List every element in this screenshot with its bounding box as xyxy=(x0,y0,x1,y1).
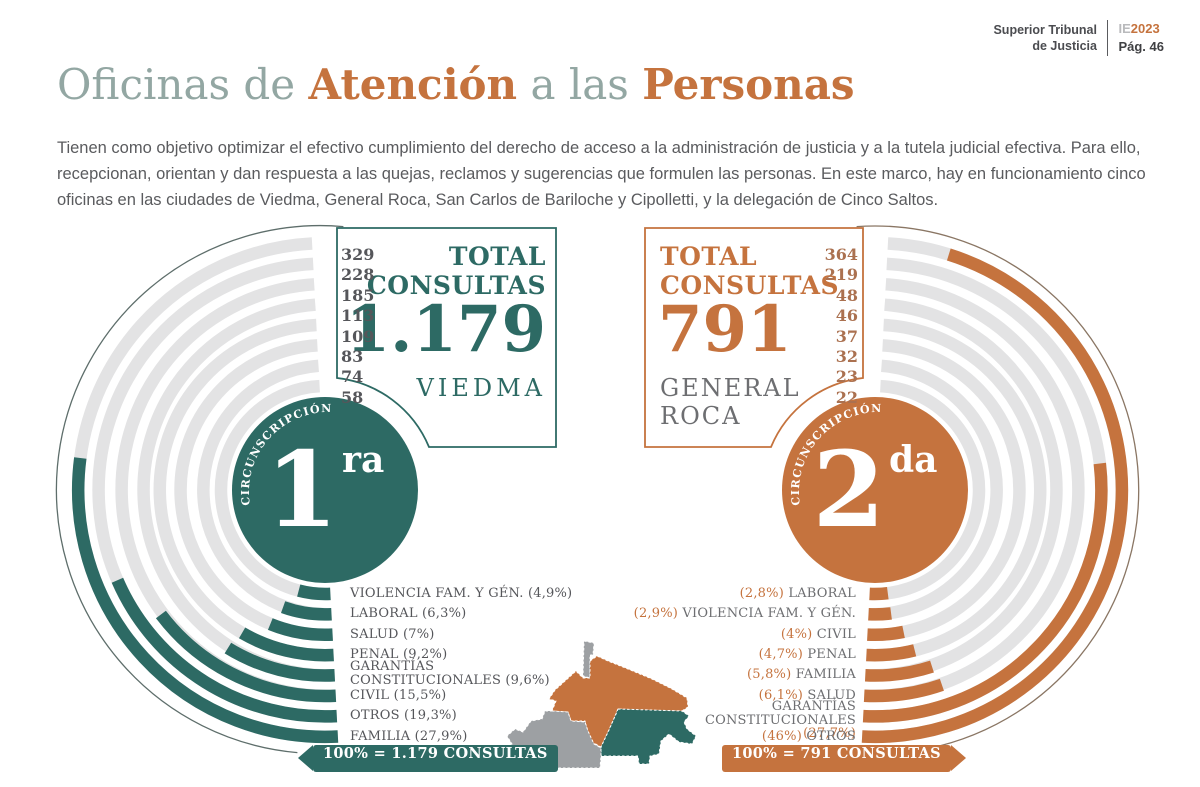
right-total-value: 791 xyxy=(658,292,792,367)
ring-value xyxy=(224,642,336,682)
left-category-label: SALUD (7%) xyxy=(350,627,435,642)
ring-track xyxy=(866,318,1047,662)
right-city-label: GENERAL ROCA xyxy=(660,374,801,430)
left-category-label: PENAL (9,2%) xyxy=(350,647,448,662)
right-ring-count: 37 xyxy=(835,327,858,346)
ring-value xyxy=(868,607,892,621)
right-circle xyxy=(782,397,968,583)
right-ring-count: 22 xyxy=(835,388,858,407)
ring-track xyxy=(214,379,331,601)
left-total-label: TOTAL CONSULTAS xyxy=(366,242,546,300)
ring-value xyxy=(864,660,934,682)
ring-value xyxy=(862,462,1108,723)
header-divider xyxy=(1106,20,1109,56)
right-100pct-outline xyxy=(856,225,1140,754)
report-year: 2023 xyxy=(1130,21,1160,37)
page-number: Pág. 46 xyxy=(1118,39,1164,54)
right-total-badge: 100% = 791 CONSULTAS xyxy=(722,745,966,772)
right-radial-bars xyxy=(861,237,1129,744)
ring-value xyxy=(238,627,334,662)
org-name-line2: de Justicia xyxy=(1032,39,1097,53)
left-ring-count: 329 xyxy=(341,245,375,264)
report-ref: IE2023 Pág. 46 xyxy=(1118,20,1164,55)
ring-value xyxy=(280,601,332,621)
left-total-box xyxy=(336,227,557,448)
ring-track xyxy=(197,359,332,621)
left-ring-count: 113 xyxy=(341,306,375,325)
left-ring-count: 109 xyxy=(341,327,375,346)
ring-track xyxy=(174,339,333,642)
right-ring-count: 364 xyxy=(824,245,858,264)
ring-track xyxy=(865,298,1063,682)
left-category-label: LABORAL (6,3%) xyxy=(350,606,467,621)
page-header: Superior Tribunal de Justicia IE2023 Pág… xyxy=(993,20,1164,56)
ring-track xyxy=(863,278,1085,703)
right-ring-count: 219 xyxy=(824,265,858,284)
left-category-label: FAMILIA (27,9%) xyxy=(350,729,468,744)
ring-value xyxy=(861,248,1129,744)
left-city-label: VIEDMA xyxy=(416,374,546,402)
right-category-label: GARANTÍAS CONSTITUCIONALES (27,7%) xyxy=(704,699,856,741)
right-ring-count: 46 xyxy=(835,306,858,325)
ring-value xyxy=(297,584,331,601)
left-circle xyxy=(232,397,418,583)
left-total-badge: 100% = 1.179 CONSULTAS xyxy=(298,745,558,772)
right-ring-count: 48 xyxy=(835,286,858,305)
left-category-label: GARANTÍAS CONSTITUCIONALES (9,6%) xyxy=(350,659,550,688)
left-ring-count: 228 xyxy=(341,265,375,284)
right-category-label: (2,9%) VIOLENCIA FAM. Y GÉN. xyxy=(633,606,856,621)
ring-value xyxy=(869,586,889,601)
right-category-label: (2,8%) LABORAL xyxy=(739,586,856,601)
map-region-north-stub xyxy=(582,640,595,679)
org-name-line1: Superior Tribunal xyxy=(993,22,1097,37)
title-accent-1: Atención xyxy=(308,60,518,109)
left-category-label: CIVIL (15,5%) xyxy=(350,688,447,703)
left-category-label: VIOLENCIA FAM. Y GÉN. (4,9%) xyxy=(350,586,573,601)
right-category-label: (6,1%) SALUD xyxy=(758,688,856,703)
ring-track xyxy=(867,339,1026,642)
left-ring-count: 58 xyxy=(341,388,364,407)
right-category-label: (4,7%) PENAL xyxy=(758,647,856,662)
intro-paragraph: Tienen como objetivo optimizar el efecti… xyxy=(57,138,1146,210)
right-circle-number: 2 da xyxy=(812,428,938,551)
title-light-1: Oficinas de xyxy=(57,60,309,109)
ring-value xyxy=(155,610,337,703)
right-category-label: (5,8%) FAMILIA xyxy=(747,667,856,682)
right-ring-count: 23 xyxy=(835,367,858,386)
left-radial-bars xyxy=(71,237,339,744)
left-ring-count: 185 xyxy=(341,286,375,305)
left-ring-count: 74 xyxy=(341,367,364,386)
ring-value xyxy=(111,577,338,723)
title-accent-2: Personas xyxy=(642,60,855,109)
ring-value xyxy=(867,625,905,642)
right-total-box xyxy=(644,227,864,448)
left-100pct-outline xyxy=(55,224,344,754)
ring-track xyxy=(869,379,986,601)
title-light-2: a las xyxy=(517,60,643,109)
report-prefix: IE xyxy=(1118,21,1131,37)
page-title: Oficinas de Atención a las Personas xyxy=(57,60,855,109)
left-total-value: 1.179 xyxy=(345,292,546,367)
org-name: Superior Tribunal de Justicia xyxy=(993,22,1097,55)
left-circle-number: 1 ra xyxy=(265,428,385,551)
left-ring-count: 83 xyxy=(341,347,364,366)
left-category-label: OTROS (19,3%) xyxy=(350,708,457,723)
ring-track xyxy=(868,359,1003,621)
right-category-label: (46%) OTROS xyxy=(761,729,856,744)
right-category-label: (4%) CIVIL xyxy=(780,627,856,642)
map-region-east-teal xyxy=(600,708,697,765)
right-ring-count: 32 xyxy=(835,347,858,366)
map-region-center-orange xyxy=(548,655,689,748)
ring-value xyxy=(866,644,917,662)
ring-value xyxy=(267,618,333,642)
ring-value xyxy=(72,457,339,744)
ring-value xyxy=(863,678,944,703)
right-total-label: TOTAL CONSULTAS xyxy=(660,242,840,300)
